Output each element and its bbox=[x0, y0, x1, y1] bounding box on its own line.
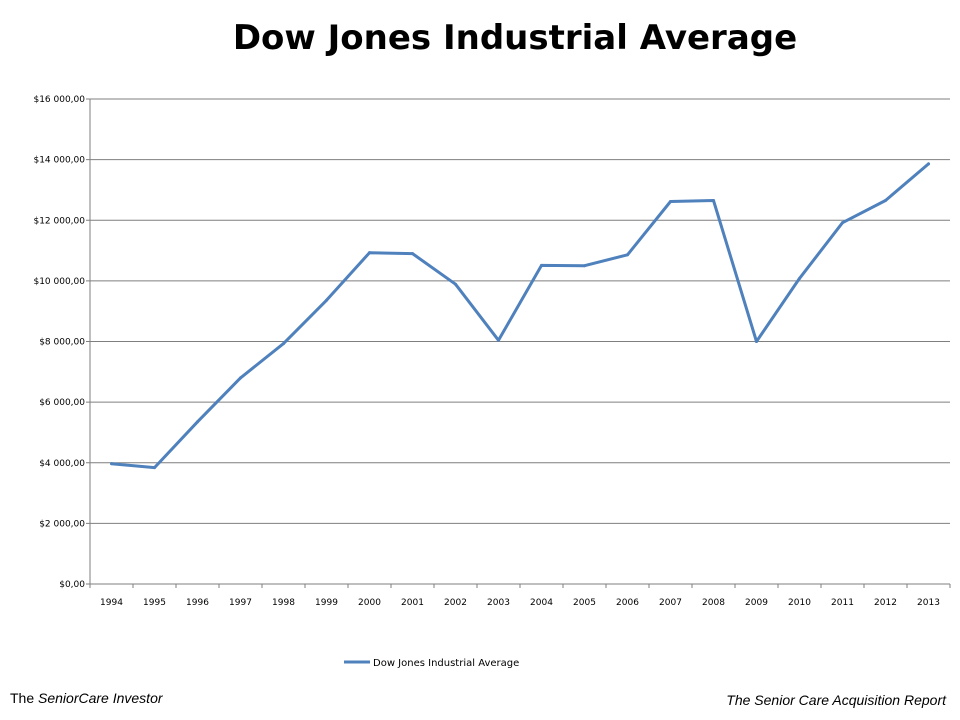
x-tick-label: 1994 bbox=[100, 598, 123, 608]
data-point bbox=[841, 221, 844, 225]
x-tick-label: 2002 bbox=[444, 598, 467, 608]
y-tick-label: $4 000,00 bbox=[39, 459, 85, 469]
data-point bbox=[239, 376, 242, 380]
gridlines bbox=[86, 98, 951, 588]
y-tick-label: $0,00 bbox=[59, 580, 85, 590]
data-point bbox=[927, 162, 930, 166]
data-point bbox=[110, 462, 113, 466]
data-point bbox=[755, 340, 758, 343]
x-tick-label: 2007 bbox=[659, 598, 682, 608]
data-point bbox=[497, 338, 500, 342]
footer-left: The SeniorCare Investor bbox=[10, 690, 163, 706]
x-tick-label: 2004 bbox=[530, 598, 553, 608]
data-point bbox=[282, 342, 285, 346]
x-axis-ticks: 1994 1995 1996 1997 1998 1999 2000 2001 2002 2003… bbox=[100, 598, 940, 608]
x-tick-label: 2011 bbox=[831, 598, 854, 608]
y-tick-label: $6 000,00 bbox=[39, 398, 85, 408]
x-tick-label: 2009 bbox=[745, 598, 768, 608]
series-layer bbox=[110, 162, 930, 470]
data-point bbox=[368, 251, 371, 255]
series-line bbox=[110, 162, 930, 470]
y-tick-label: $2 000,00 bbox=[39, 519, 85, 529]
x-tick-label: 2006 bbox=[616, 598, 639, 608]
x-tick-label: 1998 bbox=[272, 598, 295, 608]
data-point bbox=[153, 466, 156, 470]
data-point bbox=[712, 199, 715, 203]
data-point bbox=[196, 420, 199, 424]
x-tick-label: 1997 bbox=[229, 598, 252, 608]
data-point bbox=[669, 199, 672, 203]
footer-left-italic: SeniorCare Investor bbox=[38, 690, 163, 706]
y-axis-ticks: $0,00 $2 000,00 $4 000,00 $6 000,00 $8 000,0… bbox=[33, 95, 85, 590]
x-tick-label: 1996 bbox=[186, 598, 209, 608]
chart-title: Dow Jones Industrial Average bbox=[232, 18, 798, 58]
data-point bbox=[454, 282, 457, 286]
data-point bbox=[884, 199, 887, 203]
y-tick-label: $16 000,00 bbox=[33, 95, 85, 105]
x-tick-label: 2013 bbox=[917, 598, 940, 608]
footer-left-prefix: The bbox=[10, 690, 39, 706]
y-tick-label: $12 000,00 bbox=[33, 216, 85, 226]
data-point bbox=[626, 253, 629, 257]
x-tick-label: 2012 bbox=[874, 598, 897, 608]
data-point bbox=[798, 276, 801, 280]
footer-right: The Senior Care Acquisition Report bbox=[726, 692, 946, 708]
data-point bbox=[325, 298, 328, 302]
x-tick-label: 2008 bbox=[702, 598, 725, 608]
legend-label: Dow Jones Industrial Average bbox=[373, 658, 519, 669]
data-point bbox=[583, 264, 586, 268]
x-tick-label: 2001 bbox=[401, 598, 424, 608]
y-tick-label: $10 000,00 bbox=[33, 277, 85, 287]
x-tick-label: 1999 bbox=[315, 598, 338, 608]
x-tick-label: 2003 bbox=[487, 598, 510, 608]
x-tick-label: 2005 bbox=[573, 598, 596, 608]
x-tick-label: 1995 bbox=[143, 598, 166, 608]
y-tick-label: $14 000,00 bbox=[33, 156, 85, 166]
x-tick-label: 2000 bbox=[358, 598, 381, 608]
legend: Dow Jones Industrial Average bbox=[344, 658, 519, 669]
x-tick-label: 2010 bbox=[788, 598, 811, 608]
data-point bbox=[411, 252, 414, 256]
y-tick-label: $8 000,00 bbox=[39, 338, 85, 348]
data-point bbox=[540, 263, 543, 267]
